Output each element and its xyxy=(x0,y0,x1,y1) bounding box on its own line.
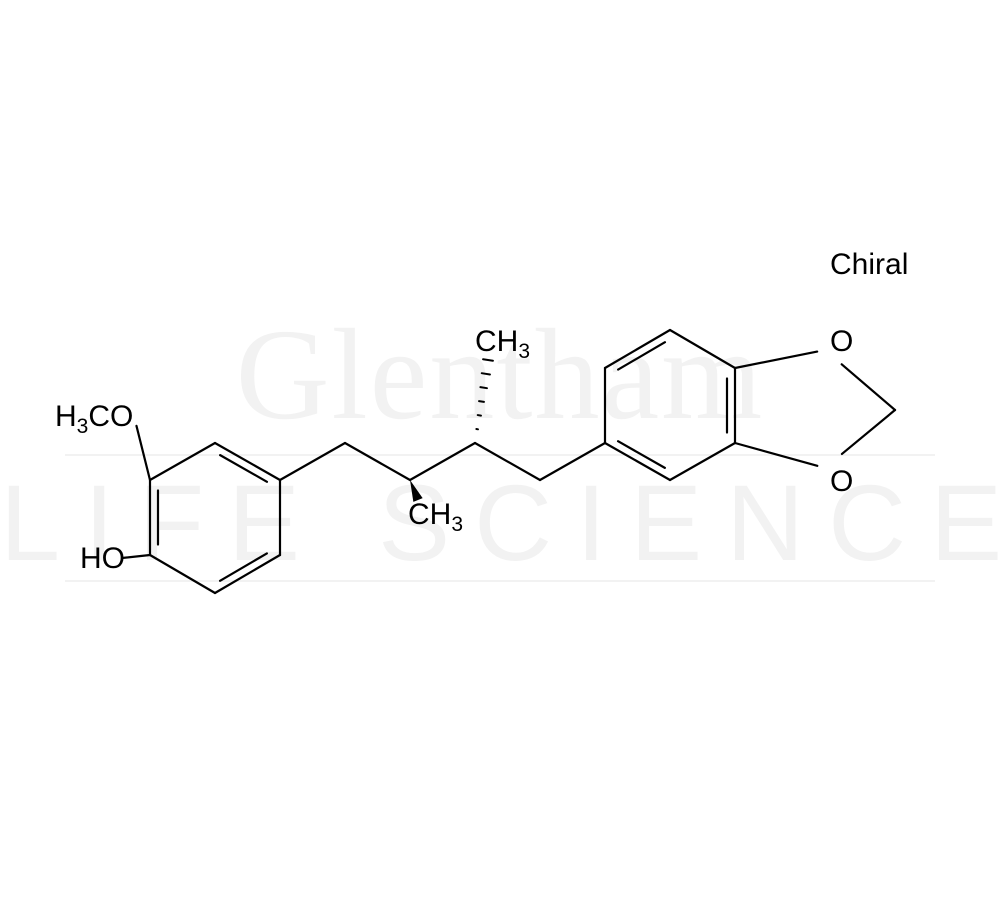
oxygen-top-label: O xyxy=(830,325,853,359)
oxygen-bottom-label: O xyxy=(830,465,853,499)
diagram-canvas: Glentham LIFE SCIENCES Chiral HO H3CO CH… xyxy=(0,0,1000,900)
methyl-top-label: CH3 xyxy=(475,325,530,359)
molecule-svg xyxy=(0,0,1000,900)
methyl-bottom-label: CH3 xyxy=(408,498,463,532)
chiral-label: Chiral xyxy=(830,248,908,282)
methoxy-label: H3CO xyxy=(55,400,133,434)
hydroxyl-label: HO xyxy=(80,542,125,576)
